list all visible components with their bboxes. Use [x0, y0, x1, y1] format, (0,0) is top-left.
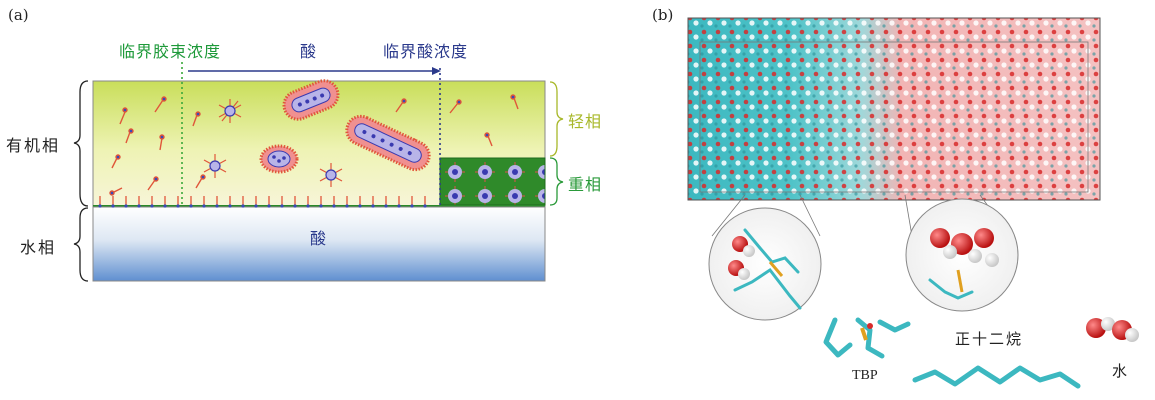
- interface-surfactant-head: [358, 204, 362, 208]
- interface-surfactant-head: [254, 204, 258, 208]
- interface-surfactant-head: [189, 204, 193, 208]
- interface-surfactant-head: [267, 204, 271, 208]
- rod-micelle-2: [345, 114, 431, 172]
- tbp-label: TBP: [852, 368, 878, 383]
- interface-surfactant-head: [345, 204, 349, 208]
- organic-phase-label: 有机相: [6, 136, 61, 155]
- panel-b-label: (b): [652, 6, 674, 24]
- interface-surfactant-head: [137, 204, 141, 208]
- tbp-molecule: [823, 317, 911, 359]
- aqueous-acid-label: 酸: [310, 229, 327, 248]
- simulation-box: [688, 18, 1100, 200]
- interface-surfactant-head: [176, 204, 180, 208]
- zoom-circle-interface: [708, 207, 822, 321]
- zoom-circle-bulk: [905, 198, 1019, 312]
- water-label: 水: [1112, 362, 1128, 380]
- interface-surfactant-head: [306, 204, 310, 208]
- organic-phase-brace: [73, 80, 89, 207]
- reverse-micelle-medium: [259, 144, 299, 174]
- interface-surfactant-head: [124, 204, 128, 208]
- rod-micelle-1: [282, 79, 340, 121]
- aqueous-phase-region: [92, 206, 546, 282]
- dodecane-molecule: [912, 365, 1081, 389]
- heavy-phase-label: 重相: [568, 175, 603, 194]
- interface-surfactant-head: [280, 204, 284, 208]
- reverse-micelle-small: [203, 99, 343, 187]
- interface-surfactant-head: [293, 204, 297, 208]
- interface-surfactant-head: [241, 204, 245, 208]
- panel-a-label: (a): [8, 6, 29, 24]
- light-phase-label: 轻相: [568, 112, 603, 131]
- cmc-label: 临界胶束浓度: [119, 42, 222, 61]
- interface-surfactant-row: [98, 196, 427, 208]
- interface-surfactant-head: [202, 204, 206, 208]
- interface-surfactant-head: [163, 204, 167, 208]
- aqueous-phase-label: 水相: [20, 238, 57, 257]
- interface-surfactant-head: [410, 204, 414, 208]
- acid-arrow-label: 酸: [300, 42, 317, 61]
- aqueous-phase-brace: [73, 207, 89, 282]
- light-phase-brace: [549, 81, 564, 157]
- interface-surfactant-head: [215, 204, 219, 208]
- interface-surfactant-head: [319, 204, 323, 208]
- interface-surfactant-head: [423, 204, 427, 208]
- interface-surfactant-head: [228, 204, 232, 208]
- interface-surfactant-head: [332, 204, 336, 208]
- interface-surfactant-head: [150, 204, 154, 208]
- interface-surfactant-head: [397, 204, 401, 208]
- water-molecule: [1086, 317, 1139, 342]
- free-monomers: [109, 94, 519, 196]
- interface-surfactant-head: [384, 204, 388, 208]
- interface-surfactant-head: [371, 204, 375, 208]
- critical-acid-label: 临界酸浓度: [383, 42, 469, 61]
- heavy-phase-brace: [549, 157, 564, 206]
- dodecane-label: 正十二烷: [955, 330, 1024, 348]
- interface-surfactant-head: [98, 204, 102, 208]
- interface-surfactant-head: [111, 204, 115, 208]
